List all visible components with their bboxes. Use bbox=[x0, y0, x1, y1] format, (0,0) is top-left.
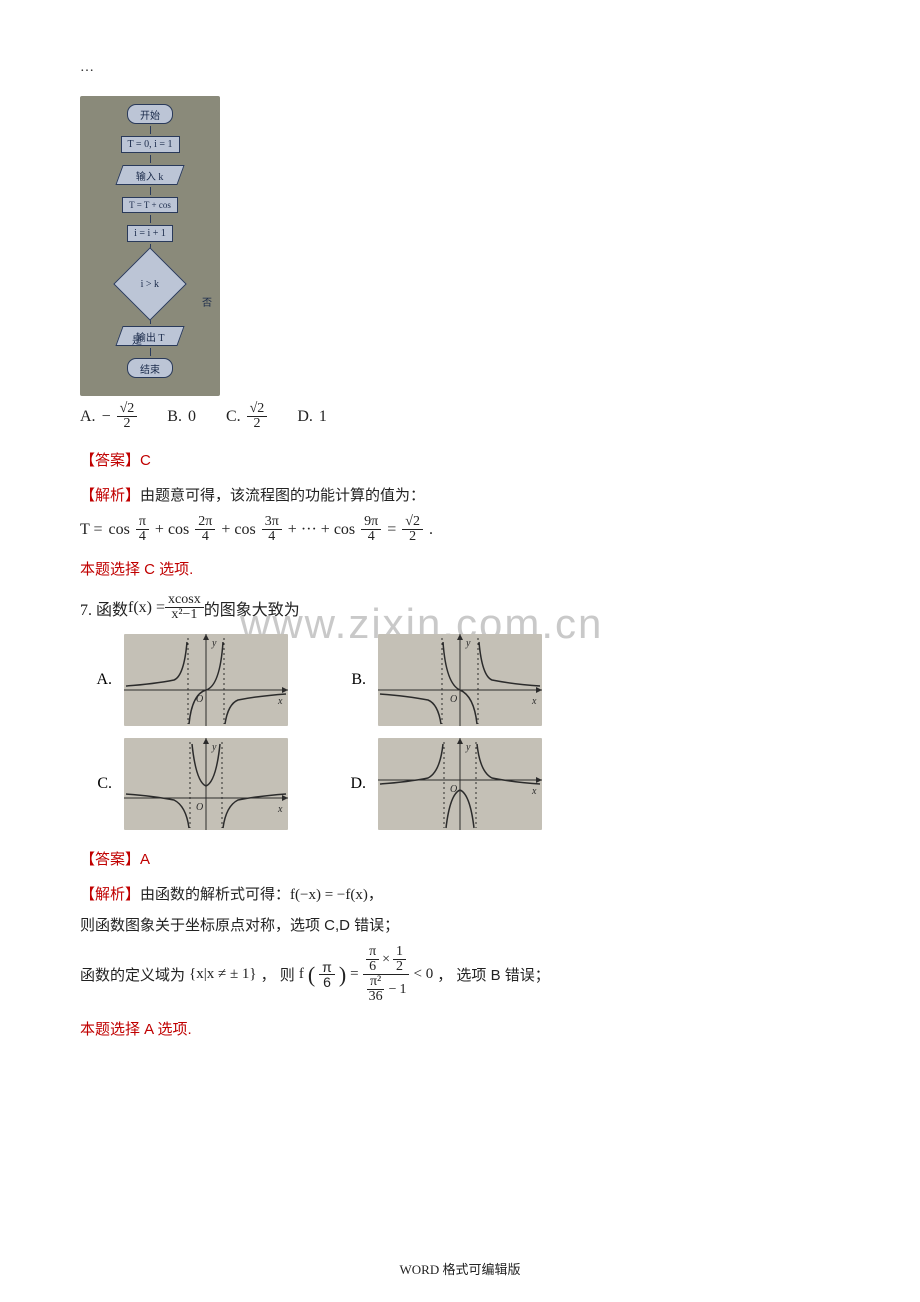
svg-text:O: O bbox=[196, 802, 203, 813]
svg-text:O: O bbox=[450, 694, 457, 705]
fc-output: 输出 T bbox=[115, 326, 184, 346]
fc-decision: i > k bbox=[113, 247, 187, 321]
q7-graph-C: O x y bbox=[124, 738, 288, 830]
q6-answer: 【答案】C bbox=[80, 449, 840, 470]
svg-text:x: x bbox=[531, 786, 537, 797]
fc-end: 结束 bbox=[127, 358, 173, 378]
svg-text:O: O bbox=[196, 694, 203, 705]
q6-explanation: 【解析】由题意可得，该流程图的功能计算的值为： bbox=[80, 484, 840, 505]
q6-option-C: C. √22 bbox=[226, 402, 267, 431]
fc-start: 开始 bbox=[127, 104, 173, 124]
svg-text:x: x bbox=[277, 804, 283, 815]
svg-text:y: y bbox=[465, 742, 471, 753]
svg-text:y: y bbox=[465, 638, 471, 649]
header-ellipsis: … bbox=[80, 60, 840, 76]
svg-text:y: y bbox=[211, 638, 217, 649]
svg-text:x: x bbox=[277, 696, 283, 707]
svg-text:O: O bbox=[450, 784, 457, 795]
q7-explanation-line3: 函数的定义域为 {x|x ≠ ± 1} ， 则 f ( π6 ) = π6 × … bbox=[80, 945, 840, 1004]
q7-graph-A: O x y bbox=[124, 634, 288, 726]
q7-option-B-label: B. bbox=[342, 671, 366, 689]
option-label: D. bbox=[297, 408, 313, 426]
q7-answer: 【答案】A bbox=[80, 848, 840, 869]
option-label: B. bbox=[167, 408, 182, 426]
fc-incr: i = i + 1 bbox=[127, 225, 173, 242]
fc-init: T = 0, i = 1 bbox=[121, 136, 180, 153]
q6-options-row: A. − √22 B. 0 C. √22 D. 1 bbox=[80, 402, 840, 431]
q7-explanation-line2: 则函数图象关于坐标原点对称，选项 C,D 错误； bbox=[80, 914, 840, 935]
fc-calc: T = T + cos bbox=[122, 197, 178, 213]
q6-option-B: B. 0 bbox=[167, 408, 196, 426]
flowchart-diagram: 开始 T = 0, i = 1 输入 k T = T + cos i = i +… bbox=[80, 96, 220, 396]
q7-conclusion: 本题选择 A 选项. bbox=[80, 1018, 840, 1039]
q7-option-D-label: D. bbox=[342, 775, 366, 793]
fc-yes-label: 是 bbox=[132, 332, 142, 347]
page-footer: WORD 格式可编辑版 bbox=[0, 1259, 920, 1278]
fc-no-label: 否 bbox=[202, 294, 212, 309]
fc-input: 输入 k bbox=[115, 165, 184, 185]
q7-row-2: C. O x y D. O x bbox=[88, 738, 840, 830]
q7-row-1: A. O x y B. O x bbox=[88, 634, 840, 726]
q6-conclusion: 本题选择 C 选项. bbox=[80, 558, 840, 579]
q6-option-D: D. 1 bbox=[297, 408, 327, 426]
q6-option-A: A. − √22 bbox=[80, 402, 137, 431]
option-label: A. bbox=[80, 408, 96, 426]
q7-text: 7. 函数 f(x) = xcosxx²−1 的图象大致为 bbox=[80, 593, 840, 622]
q7-explanation-line1: 【解析】由函数的解析式可得：f(−x) = −f(x)， bbox=[80, 883, 840, 904]
q7-option-C-label: C. bbox=[88, 775, 112, 793]
svg-text:x: x bbox=[531, 696, 537, 707]
svg-text:y: y bbox=[211, 742, 217, 753]
option-label: C. bbox=[226, 408, 241, 426]
q7-graph-B: O x y bbox=[378, 634, 542, 726]
q7-option-A-label: A. bbox=[88, 671, 112, 689]
q6-formula: T = cosπ4 + cos2π4 + cos3π4 + ··· + cos9… bbox=[80, 515, 840, 544]
q7-graph-D: O x y bbox=[378, 738, 542, 830]
